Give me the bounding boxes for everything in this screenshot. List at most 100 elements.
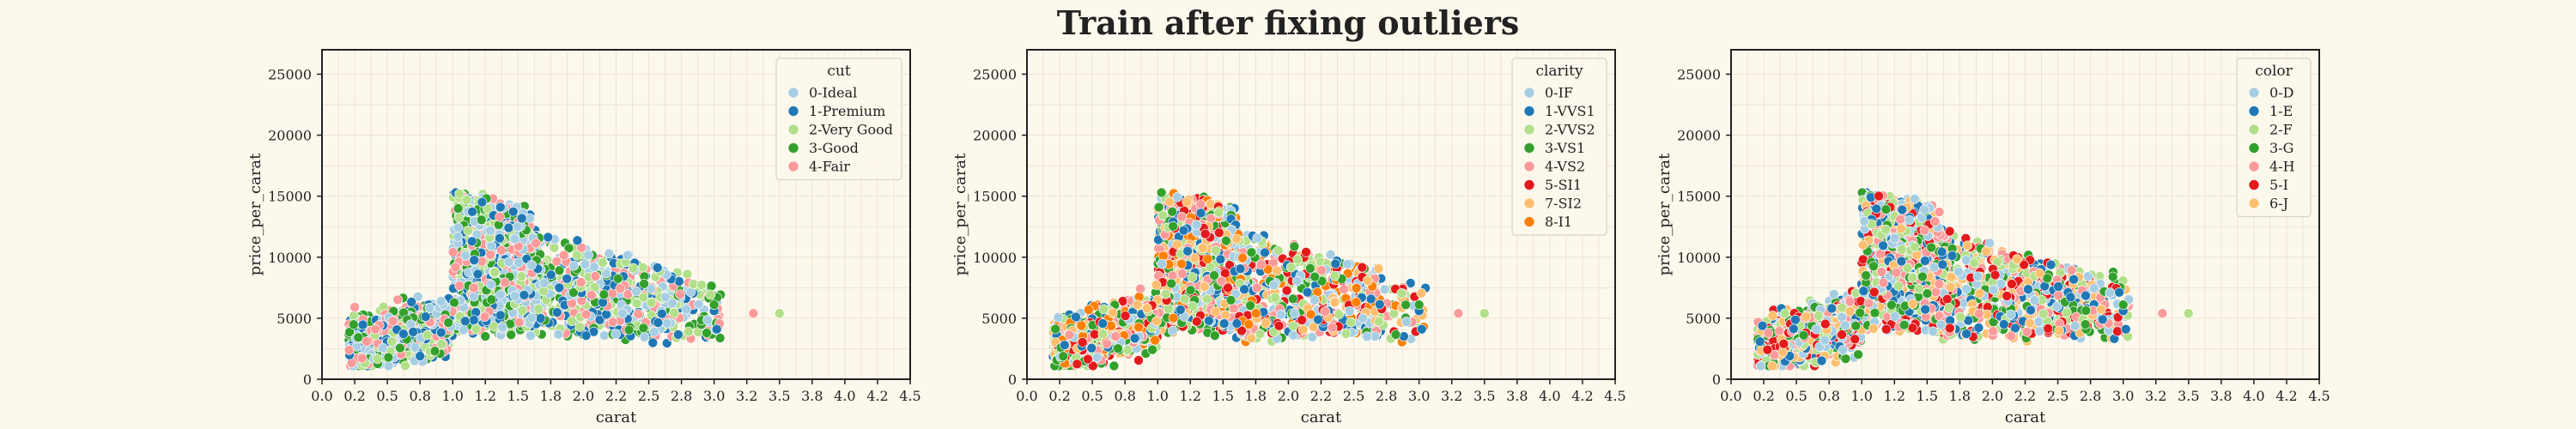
scatter-point (774, 308, 785, 319)
scatter-point (639, 332, 650, 342)
scatter-point (553, 329, 564, 340)
scatter-point (343, 345, 355, 355)
scatter-points (343, 187, 785, 372)
scatter-point (526, 312, 538, 323)
scatter-point (516, 213, 527, 224)
scatter-point (649, 326, 659, 337)
scatter-point (639, 278, 649, 289)
x-tick-label: 3.2 (736, 388, 757, 404)
scatter-point (458, 324, 469, 335)
scatter-point (580, 259, 591, 269)
x-tick-label: 2.2 (605, 388, 627, 404)
legend-entry: 1-Premium (809, 103, 885, 119)
figure-title: Train after fixing outliers (1056, 3, 1520, 42)
scatter-point (453, 232, 464, 242)
legend-marker (787, 160, 799, 172)
scatter-point (436, 339, 447, 349)
scatter-point (590, 271, 601, 281)
scatter-point (453, 203, 464, 214)
scatter-point (567, 316, 577, 327)
scatter-point (669, 307, 679, 318)
scatter-point (503, 222, 514, 233)
legend-marker (787, 142, 799, 154)
legend-entry: 0-Ideal (809, 85, 857, 101)
scatter-point (471, 323, 482, 335)
scatter-point (612, 273, 623, 284)
scatter-point (489, 267, 501, 278)
scatter-point (463, 226, 474, 236)
scatter-point (383, 360, 394, 372)
scatter-point (1133, 355, 1144, 366)
scatter-point (646, 297, 657, 308)
scatter-point (633, 309, 644, 319)
scatter-point (1340, 329, 1352, 339)
scatter-point (533, 304, 544, 315)
scatter-point (622, 250, 633, 261)
scatter-point (468, 282, 479, 293)
scatter-point (468, 315, 479, 325)
scatter-point (1289, 241, 1300, 252)
scatter-point (580, 309, 592, 320)
scatter-point (617, 308, 628, 319)
scatter-point (702, 315, 713, 325)
scatter-point (586, 290, 597, 300)
scatter-point (480, 331, 491, 341)
scatter-point (485, 279, 496, 290)
y-tick-label: 5000 (276, 311, 312, 327)
scatter-point (705, 289, 716, 300)
scatter-point (551, 307, 562, 317)
scatter-point (495, 202, 506, 213)
scatter-point (562, 273, 573, 284)
scatter-point (348, 319, 359, 330)
x-tick-label: 3.8 (801, 388, 823, 404)
x-tick-label: 0.2 (343, 388, 365, 404)
scatter-point (601, 309, 611, 320)
y-tick-label: 0 (303, 372, 312, 388)
scatter-point (1167, 206, 1177, 217)
y-tick-label: 20000 (268, 128, 312, 144)
scatter-point (495, 289, 506, 300)
scatter-point (574, 322, 586, 332)
scatter-point (535, 313, 546, 323)
x-tick-label: 0.0 (311, 388, 332, 404)
scatter-point (476, 214, 487, 226)
x-tick-label: 1.5 (507, 388, 529, 404)
scatter-point (567, 298, 577, 309)
scatter-point (748, 308, 759, 319)
scatter-point (467, 207, 477, 217)
scatter-point (580, 330, 592, 341)
scatter-point (485, 225, 495, 236)
scatter-point (1151, 280, 1162, 290)
x-tick-label: 1.8 (540, 388, 562, 404)
scatter-point (598, 289, 610, 300)
scatter-point (454, 189, 465, 199)
scatter-point (652, 263, 663, 273)
x-tick-label: 2.0 (573, 388, 594, 404)
scatter-point (1330, 258, 1341, 269)
scatter-point (1357, 262, 1368, 273)
scatter-point (477, 196, 488, 208)
scatter-point (583, 250, 594, 261)
scatter-point (575, 277, 586, 287)
scatter-point (500, 277, 510, 288)
scatter-point (372, 353, 383, 365)
scatter-point (1309, 294, 1320, 305)
scatter-point (526, 260, 537, 270)
scatter-point (410, 342, 421, 353)
scatter-point (454, 281, 465, 291)
scatter-point (572, 235, 583, 246)
scatter-point (1053, 312, 1064, 323)
scatter-point (1396, 288, 1406, 299)
scatter-point (449, 297, 459, 308)
scatter-point (589, 262, 599, 273)
chart-panel-clarity: 0.0 0.2 0.5 0.8 1.0 1.2 1.5 1.8 2.0 2.2 2.5 2.8 3.0 3… (951, 49, 1626, 426)
scatter-point (519, 289, 530, 300)
scatter-point (406, 297, 417, 307)
scatter-point (509, 233, 520, 245)
scatter-point (450, 262, 461, 273)
scatter-point (353, 332, 364, 343)
scatter-point (435, 296, 447, 306)
scatter-point (506, 329, 517, 341)
scatter-point (549, 242, 560, 253)
